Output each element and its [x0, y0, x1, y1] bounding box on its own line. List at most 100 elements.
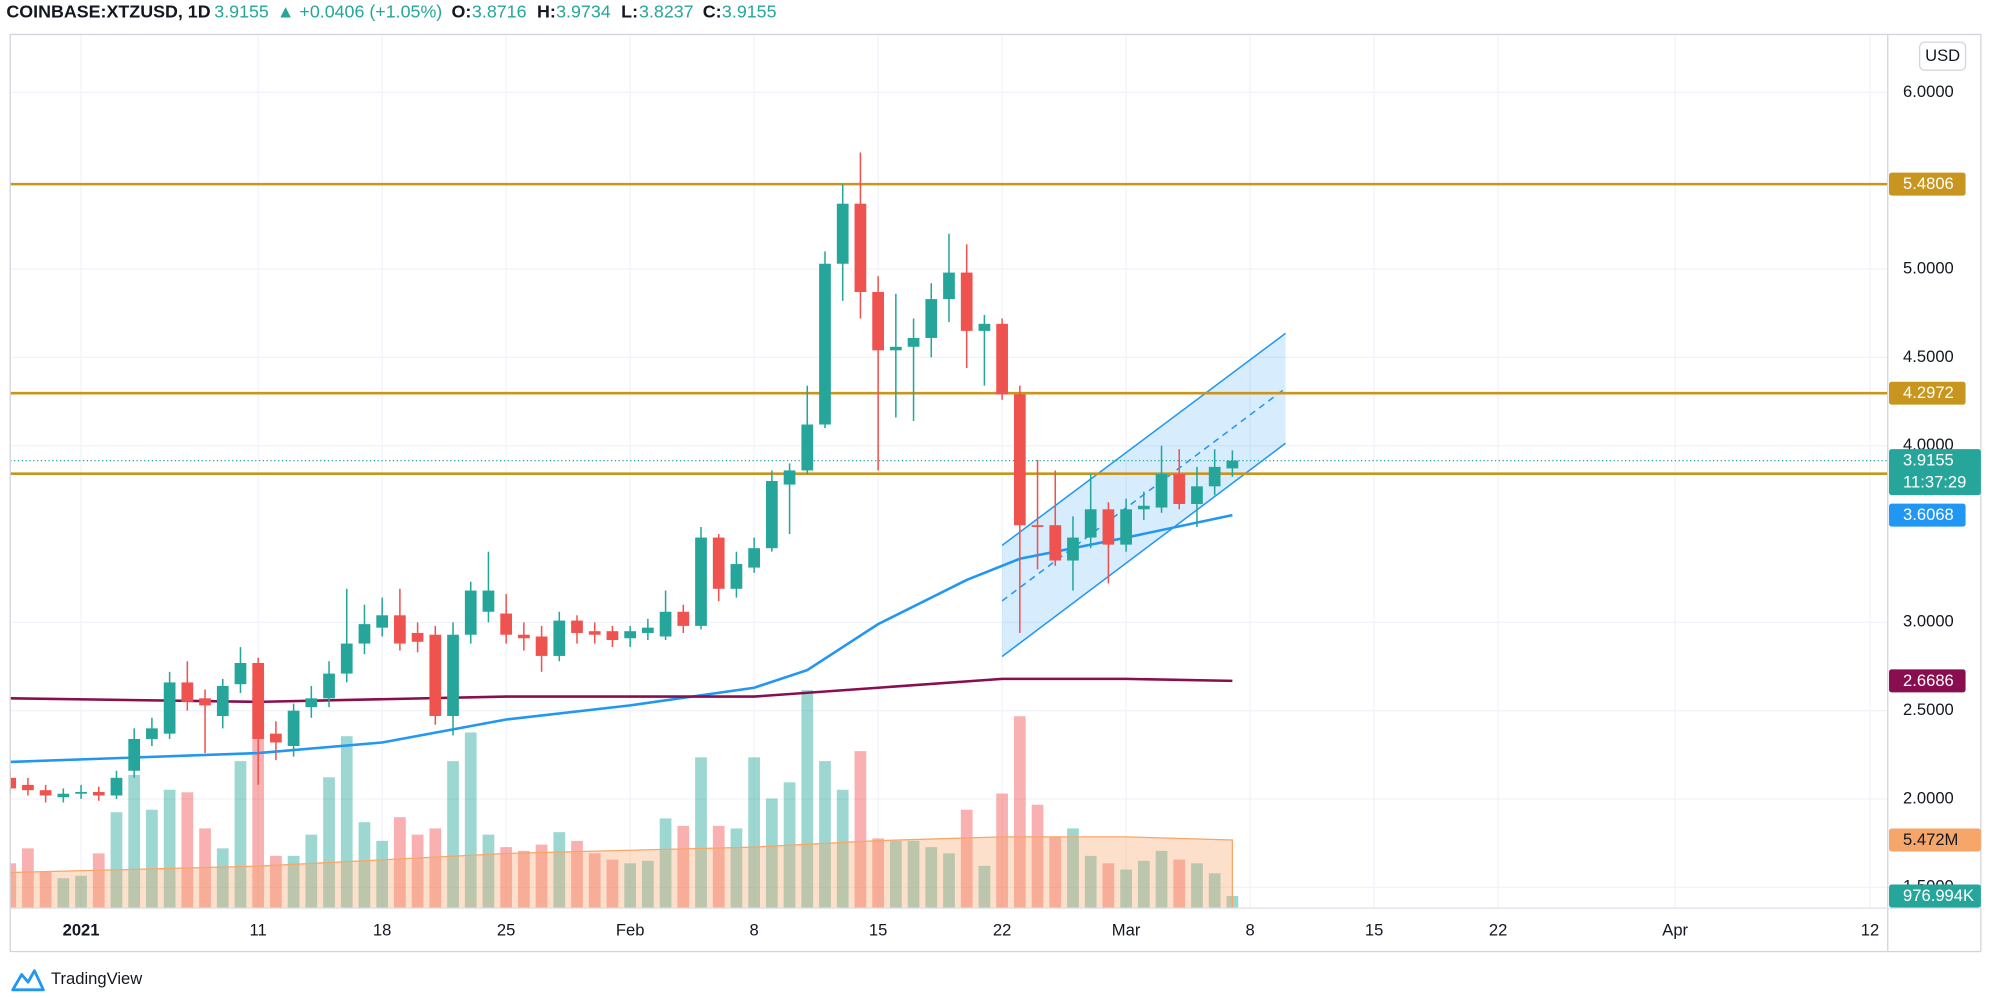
candle-body — [553, 620, 566, 656]
volume-bar — [836, 789, 849, 909]
candle-body — [10, 777, 17, 789]
x-tick-label: 22 — [993, 921, 1011, 940]
volume-bar — [641, 860, 654, 909]
volume-bar — [252, 687, 265, 909]
candle-body — [199, 698, 211, 706]
volume-bar — [411, 834, 424, 909]
candle-body — [376, 615, 389, 628]
volume-bar — [1208, 873, 1221, 909]
candle-body — [287, 710, 300, 747]
volume-bar — [22, 848, 34, 909]
last-price-box — [1889, 449, 1981, 496]
volume-bar — [819, 761, 831, 909]
countdown-label: 11:37:29 — [1903, 472, 1966, 491]
candle-body — [695, 537, 707, 626]
volume-bar — [889, 840, 902, 909]
volume-bar — [659, 818, 672, 909]
volume-bar — [960, 809, 973, 909]
volume-bar — [624, 863, 637, 909]
volume-bar — [287, 855, 300, 909]
candle-body — [606, 631, 619, 641]
candle-body — [163, 682, 176, 734]
candle-body — [1191, 486, 1203, 505]
candle-body — [996, 323, 1008, 395]
candle-body — [712, 537, 725, 589]
candle-body — [358, 624, 371, 644]
candle-body — [270, 733, 282, 743]
volume-bar — [57, 878, 70, 909]
x-tick-label: 2021 — [63, 921, 100, 940]
level-label-box — [1889, 381, 1966, 405]
candle-body — [730, 564, 743, 589]
volume-bar — [199, 828, 211, 909]
candle-body — [819, 263, 831, 425]
currency-label[interactable]: USD — [1925, 46, 1960, 65]
volume-bar — [606, 859, 619, 909]
candle-body — [181, 682, 194, 702]
candle-body — [39, 790, 52, 796]
candle-body — [1031, 525, 1044, 527]
candle-body — [659, 611, 672, 637]
candle-body — [110, 777, 123, 796]
volume-bar — [1067, 828, 1079, 909]
volume-bar — [500, 847, 513, 909]
volume-layer — [10, 687, 1239, 909]
volume-bar — [163, 789, 176, 909]
candle-body — [216, 685, 229, 716]
candle-body — [252, 662, 265, 739]
brand-logo: TradingView — [11, 969, 143, 992]
price-change: ▲ +0.0406 (+1.05%) — [277, 1, 442, 21]
volume-bar — [181, 792, 194, 909]
ma-label: 3.6068 — [1903, 505, 1954, 524]
moving-average — [10, 677, 1233, 704]
volume-bar — [553, 832, 566, 909]
candle-body — [1013, 394, 1026, 526]
volume-bar — [730, 828, 743, 909]
volume-bar — [978, 865, 991, 909]
candle-body — [783, 470, 796, 485]
level-label: 4.2972 — [1903, 383, 1954, 402]
candle-body — [624, 631, 637, 639]
volume-bar — [92, 853, 105, 909]
candle-body — [500, 613, 513, 635]
candle-body — [889, 346, 902, 351]
channel-upper — [1001, 332, 1286, 546]
x-tick-label: 11 — [250, 921, 267, 940]
level-label: 5.4806 — [1903, 174, 1954, 193]
candle-body — [748, 548, 761, 568]
x-tick-label: 15 — [869, 921, 887, 940]
candle-layer — [10, 152, 1239, 803]
volume-bar — [854, 751, 867, 909]
volume-ma-label-box — [1889, 828, 1981, 852]
candle-body — [411, 632, 424, 642]
candle-body — [907, 337, 920, 347]
candle-body — [57, 793, 70, 798]
brand-icon — [11, 969, 45, 992]
close-label: C: — [703, 1, 722, 21]
volume-bar — [128, 774, 141, 909]
y-tick-label: 6.0000 — [1903, 82, 1954, 101]
volume-bar — [996, 793, 1008, 909]
volume-bar — [447, 761, 459, 909]
grid — [10, 34, 1888, 909]
x-tick-label: 12 — [1861, 921, 1879, 940]
currency-button[interactable] — [1919, 41, 1967, 71]
volume-bar — [801, 690, 814, 909]
volume-bar — [1049, 837, 1062, 909]
candle-body — [305, 698, 318, 708]
volume-bar — [429, 828, 442, 909]
volume-bar — [376, 840, 389, 909]
candle-body — [1173, 473, 1186, 505]
candle-body — [429, 634, 442, 716]
volume-bar — [394, 817, 406, 909]
volume-bar — [234, 761, 247, 909]
candle-body — [1049, 525, 1062, 561]
volume-bar — [695, 757, 707, 909]
volume-label-box — [1889, 884, 1981, 908]
volume-bar — [712, 825, 725, 909]
low-value: 3.8237 — [639, 1, 694, 21]
chart-border — [9, 33, 1982, 953]
